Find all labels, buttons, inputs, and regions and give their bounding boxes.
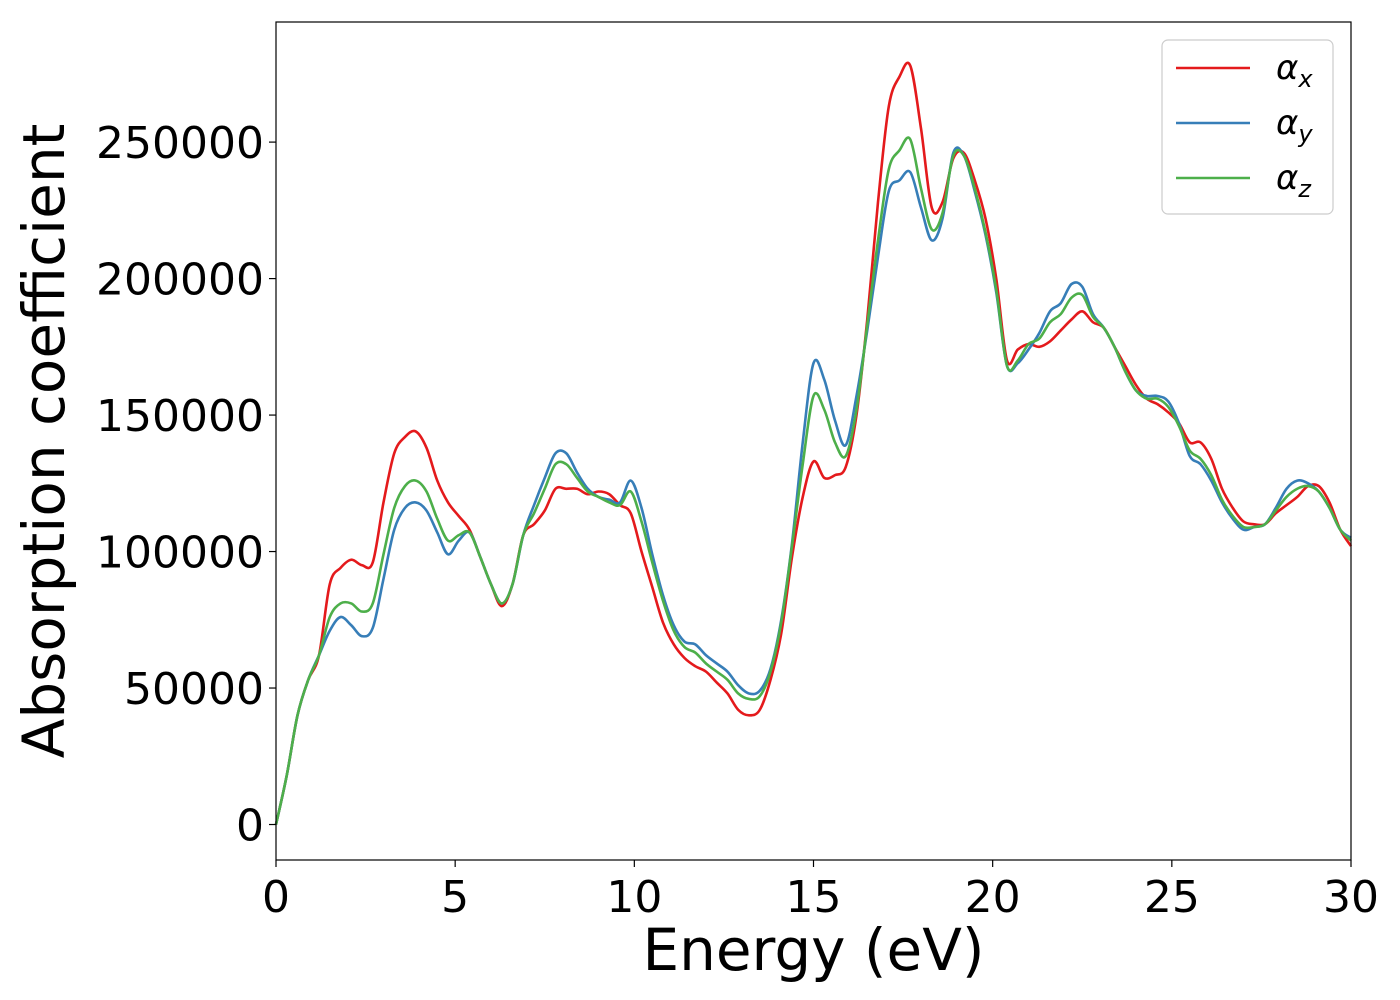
x-tick-label: 15 [786, 872, 842, 923]
y-tick-label: 100000 [96, 528, 264, 579]
x-tick-label: 20 [965, 872, 1021, 923]
y-tick-label: 250000 [96, 118, 264, 169]
legend: αx αy αz [1161, 39, 1334, 215]
series-line-y [274, 146, 1352, 825]
y-tick-label: 0 [236, 801, 264, 852]
legend-item-x: αx [1176, 48, 1313, 93]
x-tick-label: 0 [262, 872, 290, 923]
legend-item-z: αz [1176, 158, 1312, 203]
legend-items: αx αy αz [1176, 48, 1313, 203]
x-tick-label: 25 [1144, 872, 1200, 923]
x-tick-label: 30 [1323, 872, 1379, 923]
y-tick-label: 200000 [96, 255, 264, 306]
y-tick-label: 150000 [96, 391, 264, 442]
legend-item-y: αy [1176, 103, 1313, 148]
series-line-z [274, 136, 1352, 825]
legend-label: αx [1276, 48, 1313, 93]
legend-label: αy [1276, 103, 1313, 148]
y-axis-label: Absorption coefficient [10, 124, 78, 759]
legend-label: αz [1276, 158, 1312, 203]
x-axis-label: Energy (eV) [642, 916, 984, 984]
y-tick-label: 50000 [124, 664, 264, 715]
x-tick-label: 5 [441, 872, 469, 923]
series-line-x [274, 61, 1353, 825]
series-lines [274, 61, 1353, 825]
axis-ticks: 0 5 10 15 20 25 30 0 50000 100000 150000 200000 2500… [96, 118, 1379, 923]
x-tick-label: 10 [606, 872, 662, 923]
legend-box [1161, 39, 1334, 215]
